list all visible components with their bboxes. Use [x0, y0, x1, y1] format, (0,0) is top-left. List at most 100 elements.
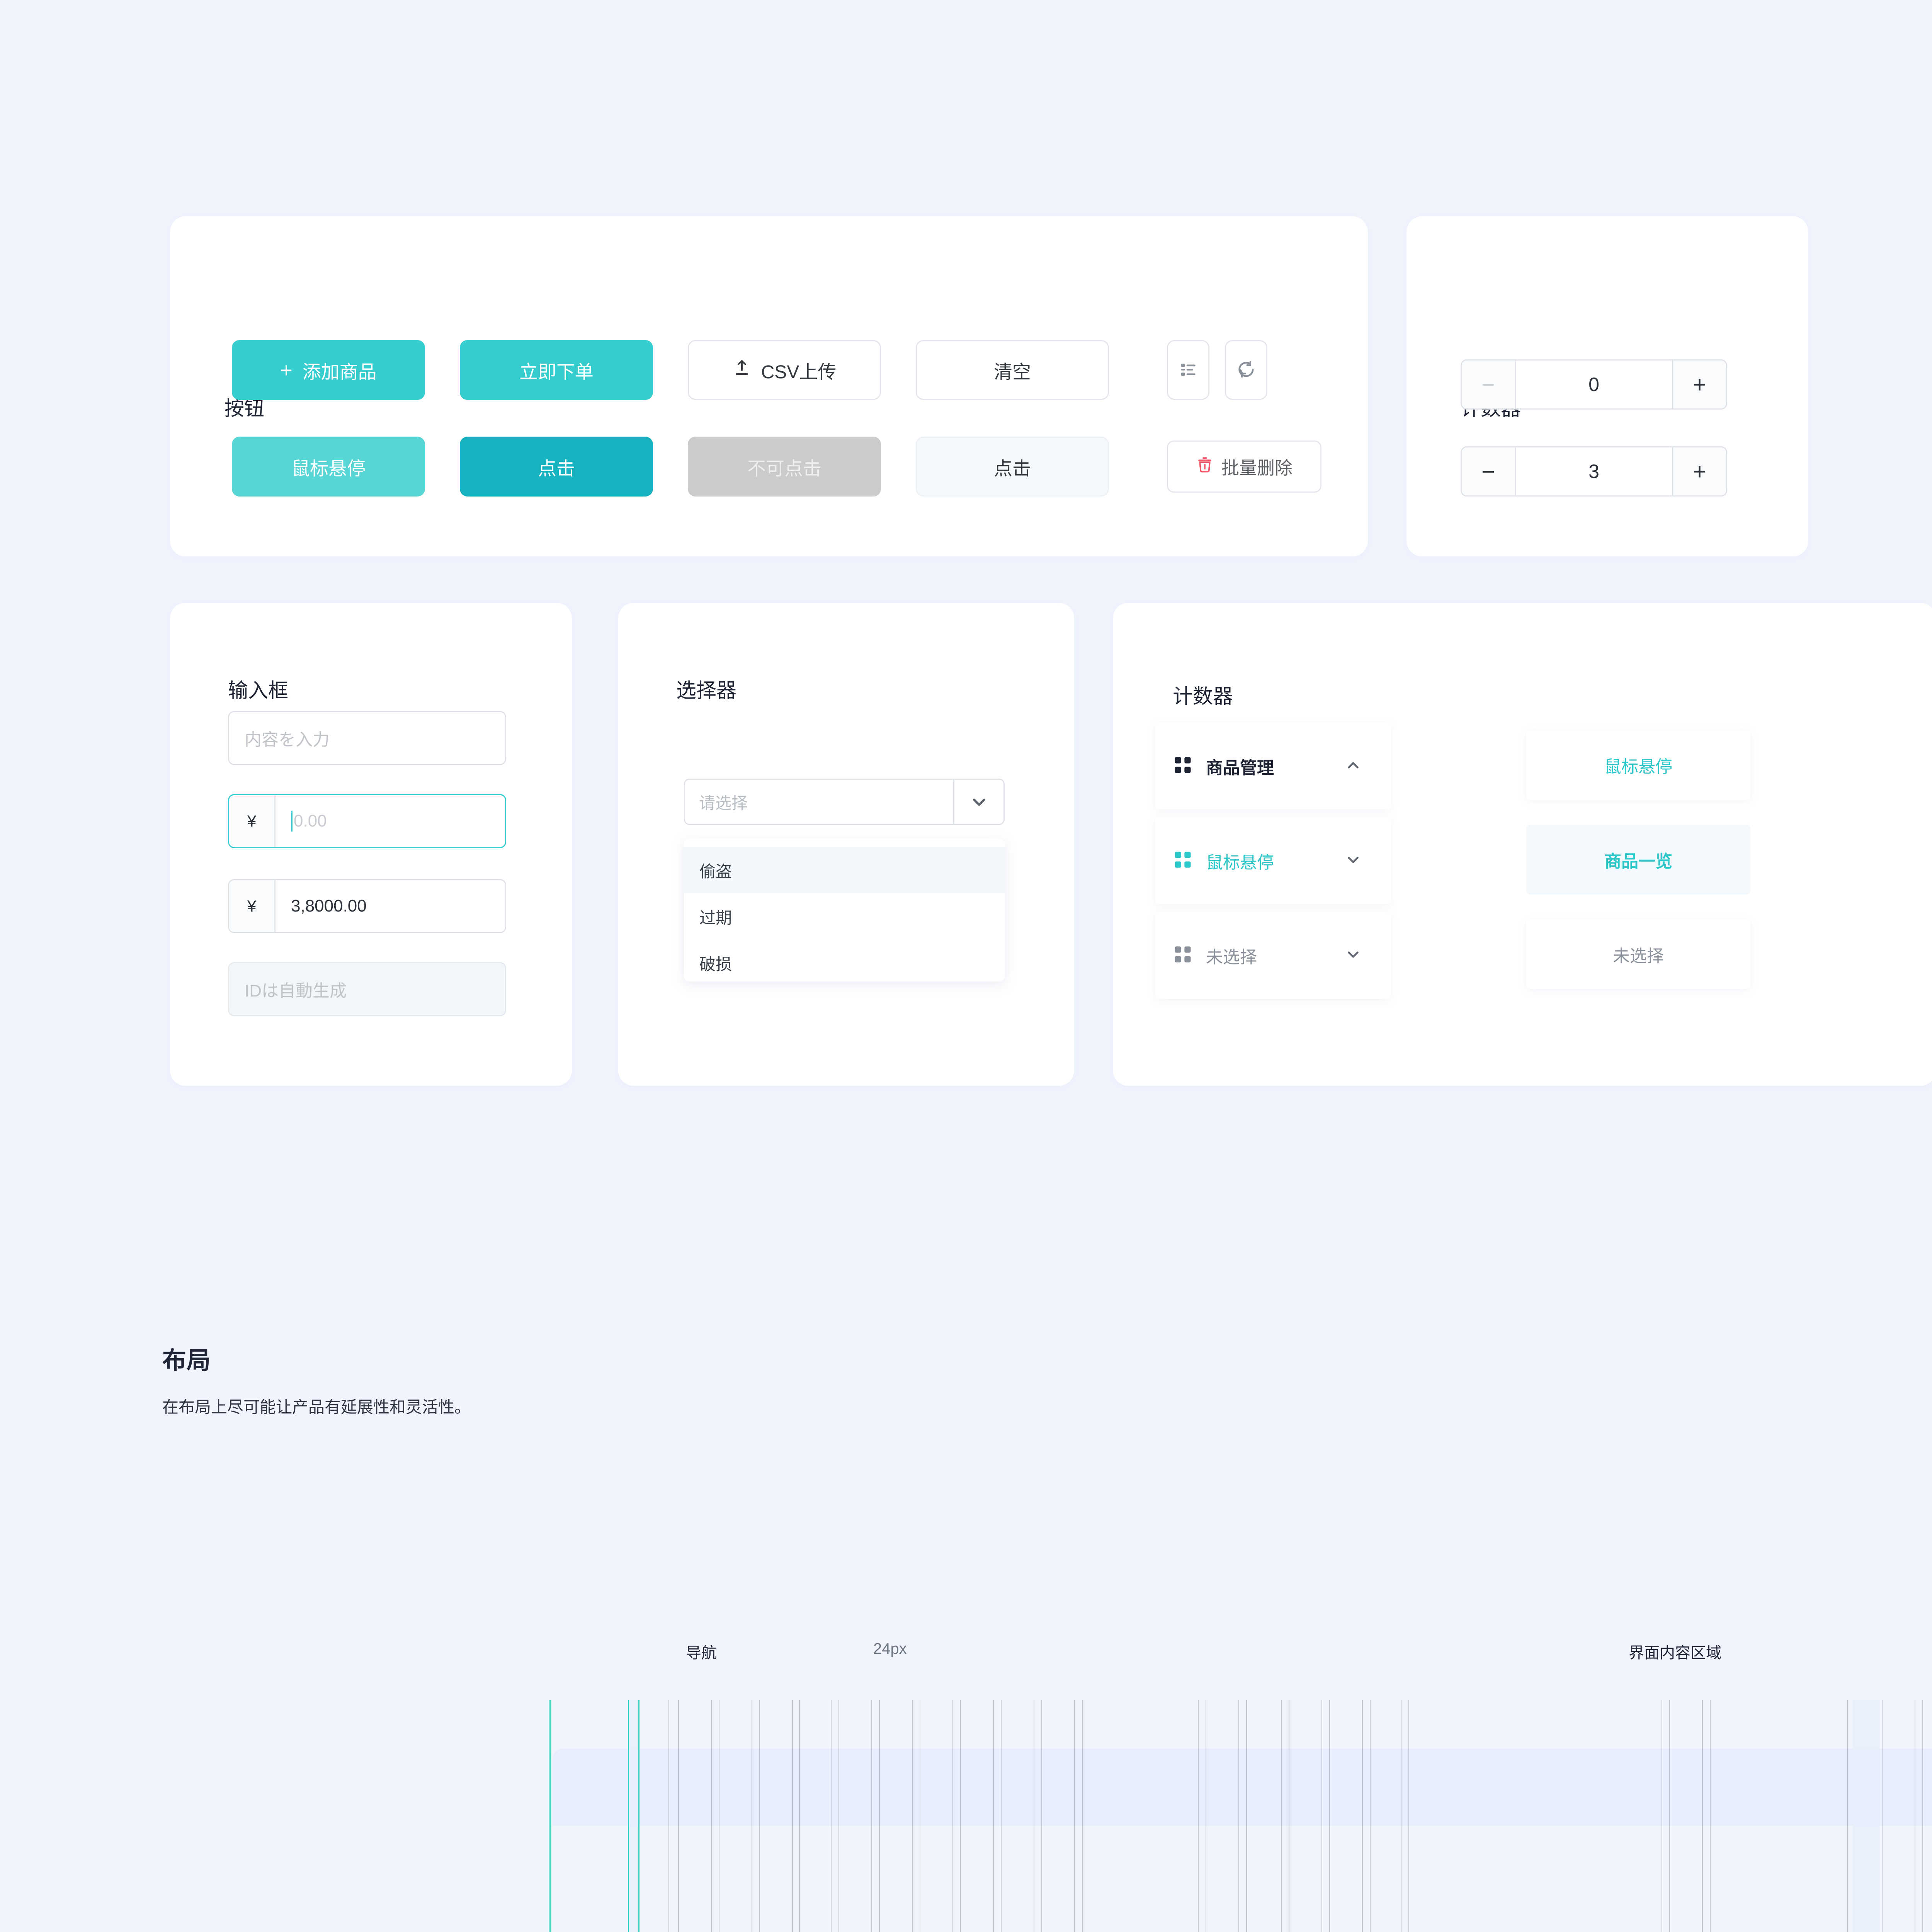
- section-subtitle: 在布局上尽可能让产品有延展性和灵活性。: [162, 1398, 471, 1416]
- grid-rule-content-left: [638, 1700, 639, 1932]
- stepper-increment-button[interactable]: +: [1672, 447, 1726, 495]
- disabled-state-button: 不可点击: [688, 437, 881, 497]
- grid-column-rule: [879, 1700, 880, 1932]
- buttons-row-states: 鼠标悬停 点击 不可点击 点击 批量删除: [232, 437, 1321, 497]
- grid-icon: [1173, 944, 1193, 966]
- grid-column-rule: [759, 1700, 760, 1932]
- grid-column-rule: [1321, 1700, 1322, 1932]
- input-card-title: 输入框: [228, 680, 289, 702]
- csv-upload-button[interactable]: CSV上传: [688, 340, 881, 400]
- grid-column-rule: [799, 1700, 800, 1932]
- quantity-stepper[interactable]: − 3 +: [1461, 446, 1727, 497]
- currency-value[interactable]: 3,8000.00: [291, 896, 367, 915]
- currency-input-filled[interactable]: ¥ 3,8000.00: [228, 879, 506, 933]
- add-product-label: 添加商品: [302, 362, 377, 383]
- chevron-down-icon[interactable]: [1344, 946, 1362, 965]
- grid-column-rule: [993, 1700, 994, 1932]
- ghost-hover-label: 点击: [993, 458, 1031, 479]
- select-card-title: 选择器: [676, 680, 737, 702]
- submenu-item-selected[interactable]: 商品一览: [1526, 825, 1750, 895]
- clear-label: 清空: [993, 362, 1031, 383]
- hover-state-button[interactable]: 鼠标悬停: [232, 437, 425, 497]
- grid-column-rule: [831, 1700, 832, 1932]
- menu-item-label: 商品管理: [1206, 758, 1274, 777]
- submenu-item-label: 鼠标悬停: [1604, 757, 1672, 776]
- batch-delete-button[interactable]: 批量删除: [1167, 440, 1321, 493]
- ghost-hover-button[interactable]: 点击: [916, 437, 1109, 497]
- chevron-down-icon[interactable]: [953, 780, 1003, 824]
- layout-grid-canvas: [541, 1700, 1932, 1932]
- grid-column-rule: [1408, 1700, 1409, 1932]
- active-state-label: 点击: [537, 458, 575, 479]
- grid-icon: [1173, 850, 1193, 872]
- grid-label-nav: 导航: [686, 1645, 717, 1662]
- grid-column-rule: [1847, 1700, 1848, 1932]
- text-caret: [291, 811, 293, 832]
- select-placeholder: 请选择: [699, 794, 748, 812]
- grid-column-rule: [1074, 1700, 1075, 1932]
- submenu-item-unselected[interactable]: 未选择: [1526, 920, 1750, 989]
- grid-column-rule: [1082, 1700, 1083, 1932]
- buttons-card-title: 按钮: [224, 398, 265, 420]
- currency-prefix: ¥: [229, 880, 276, 932]
- currency-prefix: ¥: [229, 795, 276, 847]
- trash-icon: [1196, 456, 1214, 478]
- batch-delete-label: 批量删除: [1221, 457, 1293, 478]
- list-settings-icon: [1179, 360, 1198, 380]
- grid-column-rule: [1370, 1700, 1371, 1932]
- buttons-row-primary: + 添加商品 立即下单 CSV上传 清空: [232, 340, 1267, 400]
- csv-upload-label: CSV上传: [761, 362, 837, 383]
- submenu-item-label: 商品一览: [1604, 852, 1672, 871]
- list-settings-button[interactable]: [1167, 340, 1209, 400]
- stepper-increment-button[interactable]: +: [1672, 361, 1726, 408]
- disabled-state-label: 不可点击: [747, 458, 821, 479]
- grid-column-rule: [912, 1700, 913, 1932]
- submenu-item-label: 未选择: [1613, 947, 1664, 966]
- grid-column-rule: [1702, 1700, 1703, 1932]
- select-option[interactable]: 偷盗: [684, 847, 1005, 893]
- clear-button[interactable]: 清空: [916, 340, 1109, 400]
- submenu-item-hover[interactable]: 鼠标悬停: [1526, 730, 1750, 800]
- stepper-value[interactable]: 3: [1516, 447, 1672, 495]
- grid-column-rule: [1329, 1700, 1330, 1932]
- stepper-decrement-button[interactable]: −: [1462, 361, 1516, 408]
- grid-column-rule: [711, 1700, 712, 1932]
- place-order-button[interactable]: 立即下单: [460, 340, 653, 400]
- chevron-up-icon[interactable]: [1344, 756, 1362, 776]
- add-product-button[interactable]: + 添加商品: [232, 340, 425, 400]
- grid-column-rule: [1922, 1700, 1923, 1932]
- refresh-button[interactable]: [1225, 340, 1267, 400]
- grid-column-rule: [1041, 1700, 1042, 1932]
- currency-input-body[interactable]: 0.00: [276, 795, 505, 847]
- refresh-icon: [1236, 359, 1256, 381]
- active-state-button[interactable]: 点击: [460, 437, 653, 497]
- select-option[interactable]: 过期: [699, 908, 732, 927]
- menu-item-label: 鼠标悬停: [1206, 853, 1274, 872]
- chevron-down-icon[interactable]: [1344, 851, 1362, 871]
- select-control[interactable]: 请选择: [684, 779, 1005, 825]
- grid-label-content-area: 界面内容区域: [1629, 1645, 1721, 1662]
- menu-item-product-management[interactable]: 商品管理: [1155, 723, 1391, 810]
- stepper-value[interactable]: 0: [1516, 361, 1672, 408]
- menu-item-unselected[interactable]: 未选择: [1155, 912, 1391, 999]
- stepper-decrement-button[interactable]: −: [1462, 447, 1516, 495]
- grid-column-rule: [1882, 1700, 1883, 1932]
- grid-column-rule: [1001, 1700, 1002, 1932]
- quantity-stepper[interactable]: − 0 +: [1461, 359, 1727, 410]
- hover-state-label: 鼠标悬停: [291, 458, 366, 479]
- upload-icon: [733, 359, 751, 382]
- readonly-id-input: IDは自動生成: [228, 962, 506, 1016]
- readonly-placeholder: IDは自動生成: [245, 981, 347, 1000]
- menu-card-title: 计数器: [1173, 685, 1233, 708]
- currency-input-focused[interactable]: ¥ 0.00: [228, 794, 506, 848]
- text-input[interactable]: 内容を入力: [228, 711, 506, 765]
- select-option[interactable]: 破损: [699, 955, 732, 973]
- menu-item-hover-state[interactable]: 鼠标悬停: [1155, 817, 1391, 904]
- grid-column-rule: [871, 1700, 872, 1932]
- menu-item-label: 未选择: [1206, 947, 1257, 967]
- grid-column-rule: [1246, 1700, 1247, 1932]
- grid-column-rule: [668, 1700, 669, 1932]
- currency-placeholder: 0.00: [294, 811, 327, 830]
- grid-column-rule: [960, 1700, 961, 1932]
- grid-label-gutter-left: 24px: [873, 1640, 907, 1657]
